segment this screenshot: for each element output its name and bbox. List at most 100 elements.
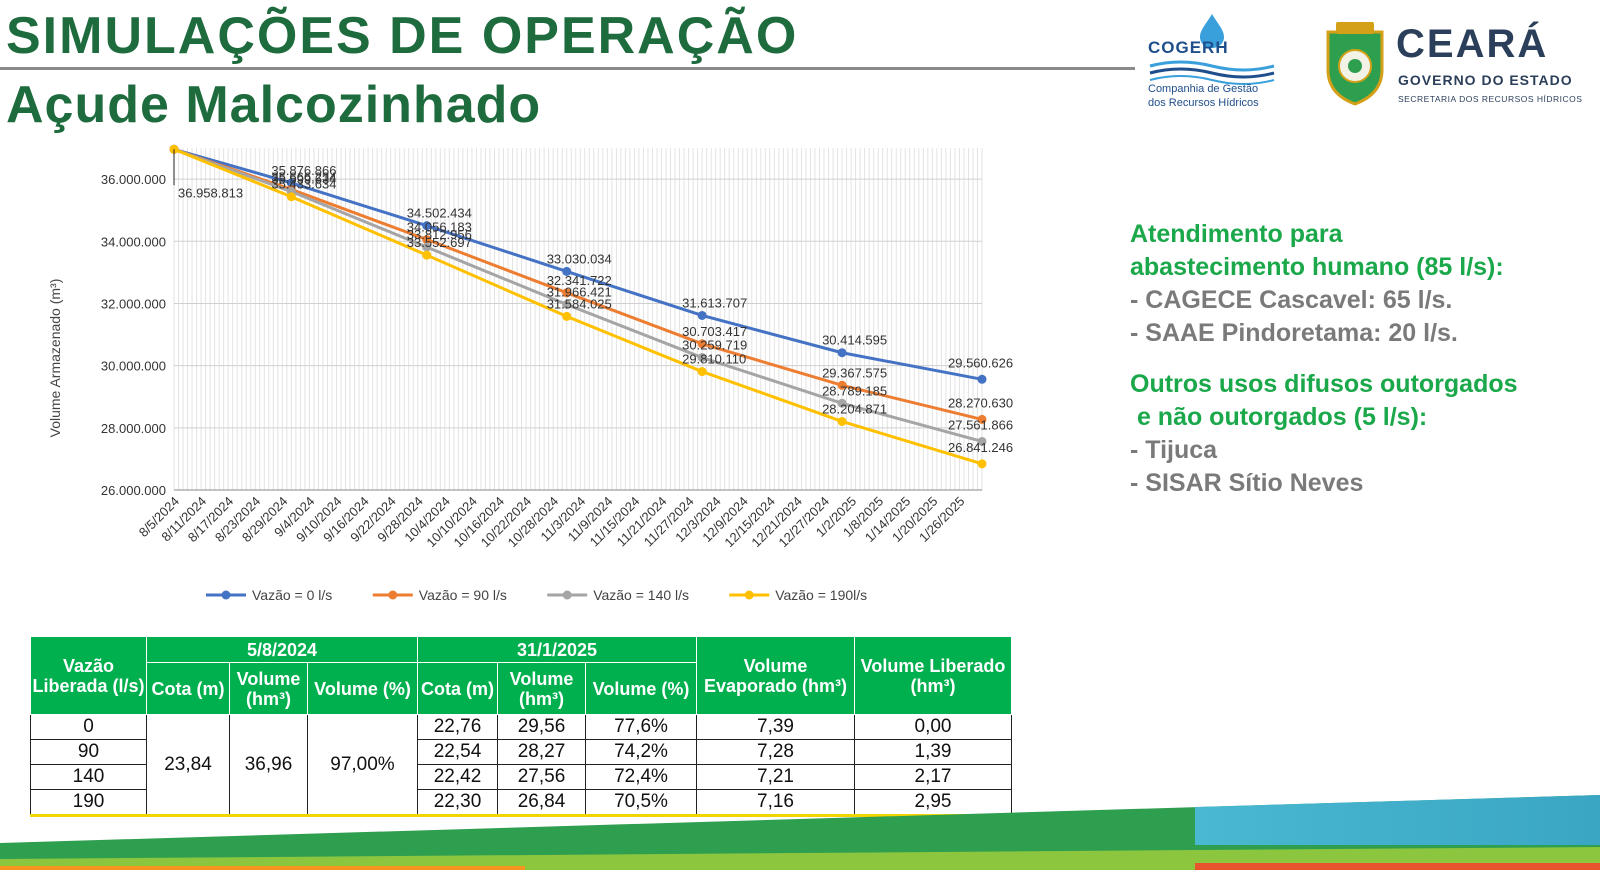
data-label: 36.958.813 [178, 185, 243, 200]
data-label: 31.584.025 [547, 296, 612, 311]
header-cota-final: Cota (m) [417, 662, 498, 715]
data-label: 29.560.626 [948, 355, 1013, 370]
data-label: 28.204.871 [822, 401, 887, 416]
cell-cota: 22,76 [417, 714, 498, 740]
data-point [286, 192, 296, 202]
cogerh-logo: COGERH Companhia de Gestão dos Recursos … [1140, 8, 1280, 113]
legend-entry: Vazão = 90 l/s [419, 587, 507, 603]
cell-volume: 26,84 [497, 789, 586, 817]
cogerh-name: COGERH [1148, 38, 1229, 57]
legend-marker [744, 590, 754, 600]
legend-marker [562, 590, 572, 600]
data-label: 30.703.417 [682, 324, 747, 339]
header-volume-initial: Volume (hm³) [229, 662, 308, 715]
cell-vazao: 140 [30, 764, 147, 790]
cell-evaporated: 7,21 [696, 764, 855, 790]
data-point [837, 380, 847, 390]
legend-marker [388, 590, 398, 600]
footer-decoration [0, 795, 1600, 870]
data-label: 27.561.866 [948, 417, 1013, 432]
data-label: 35.666.234 [271, 169, 336, 184]
legend-entry: Vazão = 0 l/s [252, 587, 332, 603]
data-point [837, 416, 847, 426]
data-point [977, 436, 987, 446]
info-heading-other-uses: Outros usos difusos outorgados [1130, 370, 1518, 398]
header-evaporated: Volume Evaporado (hm³) [696, 636, 855, 715]
cell-evaporated: 7,39 [696, 714, 855, 740]
data-label: 35.433.634 [271, 177, 336, 192]
y-tick-label: 36.000.000 [101, 172, 166, 187]
info-item-saae: - SAAE Pindoretama: 20 l/s. [1130, 319, 1458, 347]
cell-volume: 28,27 [497, 739, 586, 765]
y-tick-label: 32.000.000 [101, 296, 166, 311]
y-tick-label: 28.000.000 [101, 421, 166, 436]
y-tick-label: 30.000.000 [101, 359, 166, 374]
table-row: 90 22,54 28,27 74,2% 7,28 1,39 [30, 739, 1012, 765]
data-point [697, 339, 707, 349]
data-point [562, 266, 572, 276]
title-divider [0, 67, 1135, 70]
data-label: 31.613.707 [682, 295, 747, 310]
data-label: 28.270.630 [948, 395, 1013, 410]
header-released: Volume Liberado (hm³) [854, 636, 1012, 715]
data-point [562, 299, 572, 309]
data-label: 29.367.575 [822, 365, 887, 380]
cell-cota: 22,54 [417, 739, 498, 765]
cogerh-drop-icon [1149, 14, 1275, 85]
cell-released: 0,00 [854, 714, 1012, 740]
cell-released: 2,95 [854, 789, 1012, 817]
data-point [977, 374, 987, 384]
y-tick-label: 34.000.000 [101, 234, 166, 249]
header-cota-initial: Cota (m) [146, 662, 230, 715]
results-table: Vazão Liberada (l/s) 5/8/2024 31/1/2025 … [30, 636, 1012, 817]
data-point [977, 414, 987, 424]
data-label: 34.056.183 [407, 220, 472, 235]
page-title: SIMULAÇÕES DE OPERAÇÃO [6, 7, 799, 65]
header-date-final: 31/1/2025 [417, 636, 697, 663]
cell-volume: 27,56 [497, 764, 586, 790]
cell-cota: 22,42 [417, 764, 498, 790]
info-heading-human-supply-2: abastecimento humano (85 l/s): [1130, 253, 1504, 281]
header-volume-pct-initial: Volume (%) [307, 662, 418, 715]
cell-evaporated: 7,16 [696, 789, 855, 817]
info-item-sisar: - SISAR Sítio Neves [1130, 469, 1364, 497]
cell-cota: 22,30 [417, 789, 498, 817]
data-point [422, 221, 432, 231]
table-row: 0 23,84 36,96 97,00% 22,76 29,56 77,6% 7… [30, 714, 1012, 817]
data-label: 28.789.185 [822, 383, 887, 398]
header-vazao: Vazão Liberada (l/s) [30, 636, 147, 715]
cell-volume-pct: 72,4% [585, 764, 697, 790]
cell-evaporated: 7,28 [696, 739, 855, 765]
cell-released: 1,39 [854, 739, 1012, 765]
y-axis-label: Volume Armazenado (m³) [47, 279, 63, 438]
info-item-tijuca: - Tijuca [1130, 436, 1218, 464]
data-label: 35.599.634 [271, 172, 336, 187]
data-label: 26.841.246 [948, 440, 1013, 455]
cell-initial-cota: 23,84 [146, 714, 230, 817]
data-point [422, 250, 432, 260]
data-point [562, 311, 572, 321]
cell-vazao: 0 [30, 714, 147, 740]
data-point [977, 459, 987, 469]
data-label: 33.812.956 [407, 227, 472, 242]
info-heading-other-uses-2: e não outorgados (5 l/s): [1130, 403, 1428, 431]
data-label: 34.502.434 [407, 206, 472, 221]
ceara-coat-of-arms-icon [1326, 22, 1384, 106]
table-row: 190 22,30 26,84 70,5% 7,16 2,95 [30, 789, 1012, 817]
data-label: 32.341.722 [547, 273, 612, 288]
cell-volume: 29,56 [497, 714, 586, 740]
cell-initial-volume-pct: 97,00% [307, 714, 418, 817]
data-label: 29.810.110 [682, 352, 746, 367]
data-label: 31.966.421 [547, 284, 612, 299]
data-point [837, 398, 847, 408]
data-point [286, 178, 296, 188]
ceara-secretariat-label: SECRETARIA DOS RECURSOS HÍDRICOS [1398, 94, 1583, 104]
data-point [422, 242, 432, 252]
legend-marker [221, 590, 231, 600]
data-label: 30.259.719 [682, 338, 747, 353]
cell-vazao: 190 [30, 789, 147, 817]
table-row: 140 22,42 27,56 72,4% 7,21 2,17 [30, 764, 1012, 790]
data-label: 33.552.697 [407, 235, 472, 250]
volume-simulation-chart: 26.000.000 28.000.000 30.000.000 32.000.000… [47, 144, 1013, 603]
cell-released: 2,17 [854, 764, 1012, 790]
